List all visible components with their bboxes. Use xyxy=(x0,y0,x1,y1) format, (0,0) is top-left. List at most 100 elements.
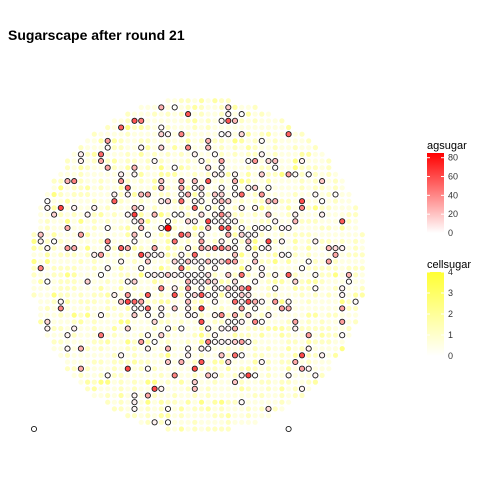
agent-point xyxy=(158,124,165,131)
sugar-cell-point xyxy=(165,366,171,372)
agent-point xyxy=(185,271,192,278)
sugar-cell-point xyxy=(232,366,238,372)
sugar-cell-point xyxy=(152,346,158,352)
sugar-cell-point xyxy=(339,272,345,278)
sugar-cell-point xyxy=(192,124,198,131)
sugar-cell-point xyxy=(225,185,231,191)
agent-point xyxy=(144,191,151,198)
sugar-cell-point xyxy=(252,191,258,198)
sugar-cell-point xyxy=(118,272,124,278)
agent-point xyxy=(71,178,78,185)
agent-point xyxy=(164,345,172,352)
agent-point xyxy=(218,224,225,232)
agent-point xyxy=(144,251,151,258)
sugar-cell-point xyxy=(185,151,191,157)
agent-point xyxy=(292,211,299,218)
sugar-cell-point xyxy=(145,325,151,332)
sugar-cell-point xyxy=(232,111,238,117)
agent-point xyxy=(231,258,239,265)
sugar-cell-point xyxy=(299,238,305,244)
agent-point xyxy=(71,245,78,252)
sugar-cell-point xyxy=(192,319,198,325)
agent-point xyxy=(211,312,218,319)
sugar-cell-point xyxy=(198,426,205,432)
sugar-cell-point xyxy=(312,265,318,271)
sugar-cell-point xyxy=(58,292,64,298)
agent-point xyxy=(218,164,225,171)
sugar-cell-point xyxy=(225,238,231,244)
sugar-cell-point xyxy=(58,352,64,358)
sugar-cell-point xyxy=(58,272,64,278)
agent-point xyxy=(245,338,252,345)
sugar-cell-point xyxy=(232,198,238,204)
agent-point xyxy=(345,278,352,285)
sugar-cell-point xyxy=(172,392,178,399)
sugar-cell-point xyxy=(111,185,117,191)
sugar-cell-point xyxy=(205,131,211,137)
sugar-cell-point xyxy=(152,225,158,231)
agent-point xyxy=(305,365,312,372)
agent-point xyxy=(218,157,225,165)
sugar-cell-point xyxy=(225,419,231,425)
legend-tick-label: 0 xyxy=(448,228,453,238)
agent-point xyxy=(198,258,205,265)
sugar-cell-point xyxy=(172,118,178,124)
sugar-cell-point xyxy=(205,299,211,305)
sugar-cell-point xyxy=(265,305,272,311)
agent-point xyxy=(285,271,292,278)
sugar-cell-point xyxy=(64,232,71,238)
sugar-cell-point xyxy=(64,198,71,204)
agent-point xyxy=(124,365,131,372)
sugar-cell-point xyxy=(98,131,104,137)
sugar-cell-point xyxy=(212,392,218,399)
agent-point xyxy=(225,271,232,278)
sugar-cell-point xyxy=(105,191,111,198)
agent-point xyxy=(205,137,212,144)
sugar-cell-point xyxy=(198,399,205,405)
sugar-cell-point xyxy=(219,151,225,157)
sugar-cell-point xyxy=(272,279,278,285)
sugar-cell-point xyxy=(265,299,272,305)
agent-point xyxy=(84,278,91,285)
sugar-cell-point xyxy=(306,359,312,365)
sugar-cell-point xyxy=(98,165,104,171)
sugar-cell-point xyxy=(219,299,225,305)
sugar-cell-point xyxy=(38,305,44,311)
sugar-cell-point xyxy=(279,352,285,358)
sugar-cell-point xyxy=(319,319,325,325)
sugar-cell-point xyxy=(71,212,77,218)
agent-point xyxy=(185,144,192,151)
sugar-cell-point xyxy=(91,225,97,231)
sugar-cell-point xyxy=(85,319,91,325)
sugar-cell-point xyxy=(279,392,285,399)
sugar-cell-point xyxy=(272,325,278,332)
sugar-cell-point xyxy=(239,265,245,271)
sugar-cell-point xyxy=(105,218,111,224)
sugar-cell-point xyxy=(292,191,298,198)
agent-point xyxy=(298,365,306,372)
sugar-cell-point xyxy=(292,312,298,318)
agent-point xyxy=(225,104,232,111)
agent-point xyxy=(178,211,185,218)
sugar-cell-point xyxy=(252,171,258,177)
agent-point xyxy=(57,298,64,305)
sugar-cell-point xyxy=(245,325,251,332)
agent-point xyxy=(164,419,172,426)
agent-point xyxy=(185,305,192,312)
sugar-cell-point xyxy=(152,299,158,305)
sugar-cell-point xyxy=(292,258,298,265)
sugar-cell-point xyxy=(85,305,91,311)
sugar-cell-point xyxy=(158,265,164,271)
sugar-cell-point xyxy=(205,185,211,191)
sugar-cell-point xyxy=(138,372,144,378)
sugar-cell-point xyxy=(205,426,211,432)
agent-point xyxy=(138,265,145,272)
sugar-cell-point xyxy=(192,372,198,378)
sugar-cell-point xyxy=(145,131,151,137)
sugar-cell-point xyxy=(78,191,84,198)
sugar-cell-point xyxy=(145,406,151,412)
sugar-cell-point xyxy=(272,124,278,131)
sugar-cell-point xyxy=(71,352,77,358)
agent-point xyxy=(252,278,259,285)
